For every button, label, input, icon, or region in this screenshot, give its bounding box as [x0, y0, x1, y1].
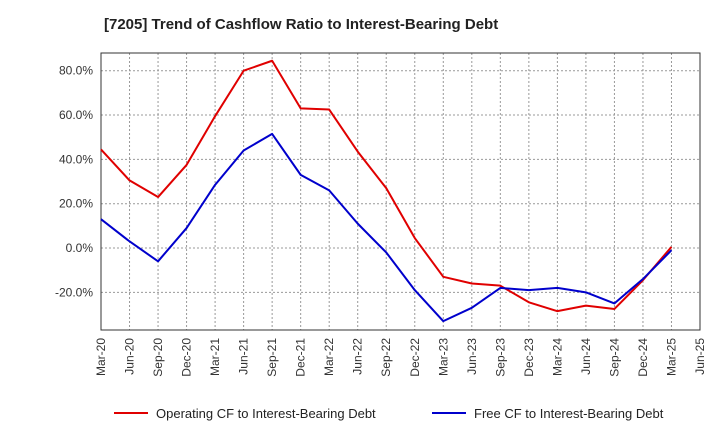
- x-tick-label: Mar-21: [208, 338, 222, 376]
- chart-title: [7205] Trend of Cashflow Ratio to Intere…: [104, 16, 499, 33]
- x-tick-label: Dec-23: [522, 338, 536, 377]
- y-tick-label: 20.0%: [59, 197, 93, 211]
- x-tick-label: Mar-24: [550, 338, 564, 376]
- y-tick-label: 0.0%: [66, 241, 94, 255]
- series-line-operating-cf: [100, 59, 673, 313]
- x-tick-label: Sep-21: [265, 338, 279, 377]
- x-axis-ticks: Mar-20 Jun-20 Sep-20 Dec-20 Mar-21 Jun-21 Sep-…: [94, 338, 707, 377]
- x-tick-label: Sep-20: [151, 338, 165, 377]
- x-tick-label: Sep-24: [607, 338, 621, 377]
- x-tick-label: Sep-22: [379, 338, 393, 377]
- x-tick-label: Sep-23: [493, 338, 507, 377]
- x-tick-label: Jun-25: [693, 338, 707, 375]
- x-tick-label: Jun-20: [123, 338, 137, 375]
- x-tick-label: Jun-21: [237, 338, 251, 375]
- x-tick-label: Dec-20: [180, 338, 194, 377]
- y-tick-label: 80.0%: [59, 64, 93, 78]
- x-tick-label: Mar-25: [664, 338, 678, 376]
- x-tick-label: Mar-20: [94, 338, 108, 376]
- y-tick-label: -20.0%: [55, 285, 93, 299]
- x-tick-label: Dec-21: [294, 338, 308, 377]
- legend-label: Operating CF to Interest-Bearing Debt: [156, 406, 376, 421]
- x-tick-label: Mar-23: [436, 338, 450, 376]
- grid-lines: [100, 53, 701, 330]
- series-lines: [100, 59, 673, 323]
- x-tick-label: Dec-22: [408, 338, 422, 377]
- legend-label: Free CF to Interest-Bearing Debt: [474, 406, 664, 421]
- y-axis-ticks: -20.0% 0.0% 20.0% 40.0% 60.0% 80.0%: [55, 64, 93, 300]
- plot-area: [100, 52, 701, 331]
- y-tick-label: 40.0%: [59, 152, 93, 166]
- legend: Operating CF to Interest-Bearing Debt Fre…: [114, 406, 664, 421]
- x-tick-label: Jun-22: [351, 338, 365, 375]
- x-tick-label: Dec-24: [636, 338, 650, 377]
- x-tick-label: Jun-24: [579, 338, 593, 375]
- series-line-free-cf: [100, 132, 673, 323]
- y-tick-label: 60.0%: [59, 108, 93, 122]
- x-tick-label: Mar-22: [322, 338, 336, 376]
- x-tick-label: Jun-23: [465, 338, 479, 375]
